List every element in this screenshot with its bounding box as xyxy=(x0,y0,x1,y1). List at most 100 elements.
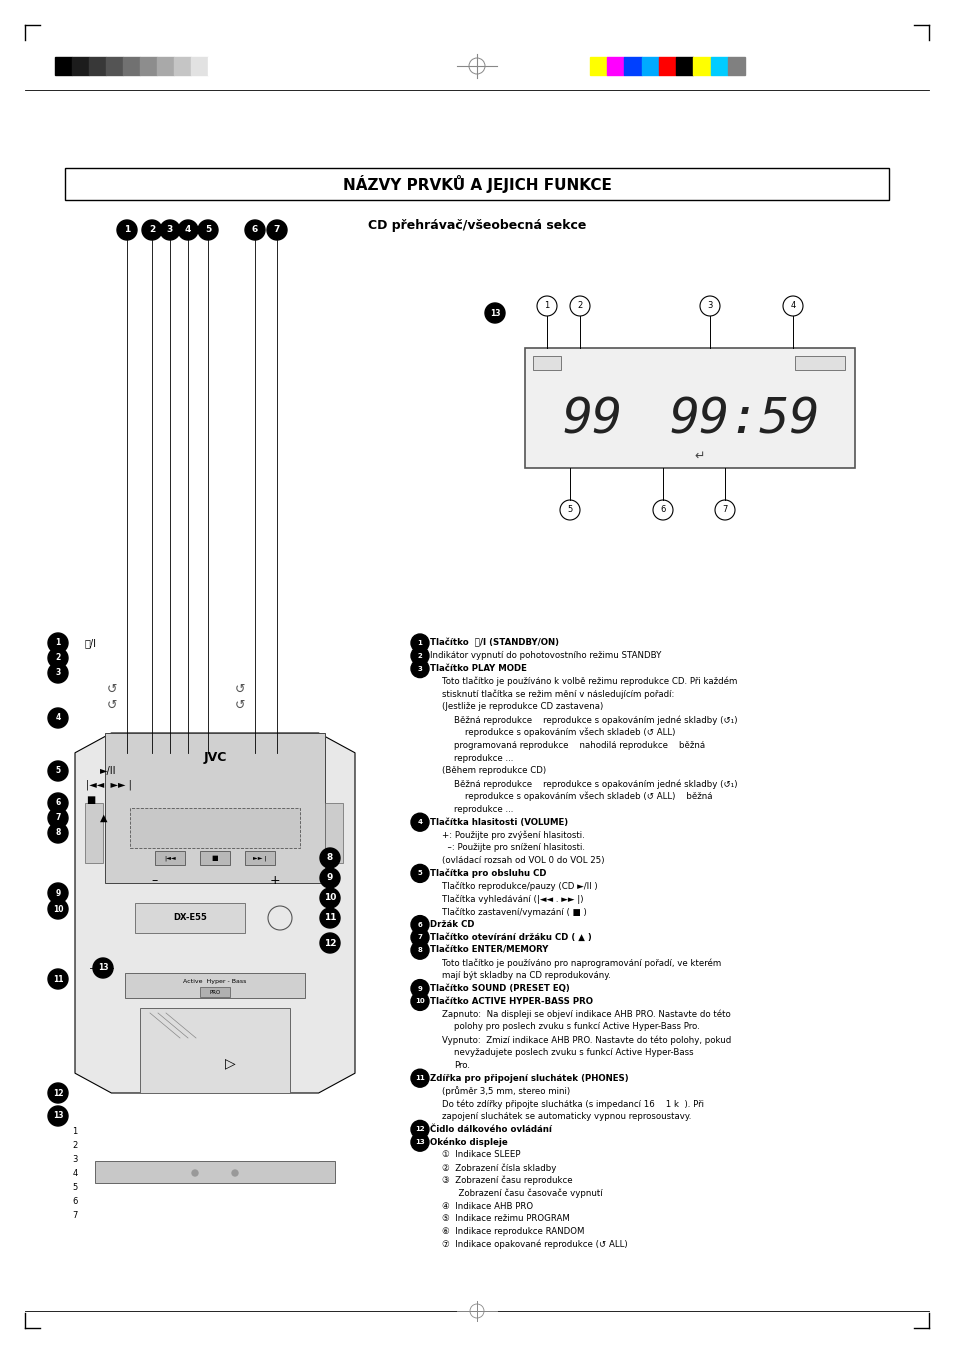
Text: ►/II: ►/II xyxy=(100,766,116,777)
Circle shape xyxy=(117,221,137,239)
Text: DX-E55: DX-E55 xyxy=(172,913,207,923)
Circle shape xyxy=(192,1170,198,1176)
Text: reprodukce s opakováním všech skladeb (↺ ALL)    běžná: reprodukce s opakováním všech skladeb (↺… xyxy=(454,792,712,801)
Text: Zdířka pro připojení sluchátek (PHONES): Zdířka pro připojení sluchátek (PHONES) xyxy=(430,1074,628,1082)
Text: 4: 4 xyxy=(417,819,422,825)
Bar xyxy=(676,57,693,74)
Bar xyxy=(624,57,641,74)
Text: ↺: ↺ xyxy=(234,682,245,695)
Bar xyxy=(524,348,854,468)
Text: 7: 7 xyxy=(55,813,61,823)
Text: ■: ■ xyxy=(212,855,218,861)
Text: –: Použijte pro snížení hlasitosti.: –: Použijte pro snížení hlasitosti. xyxy=(441,843,584,852)
Circle shape xyxy=(232,1170,237,1176)
Text: 6: 6 xyxy=(659,506,665,514)
Text: Tlačítko reprodukce/pauzy (CD ►/II ): Tlačítko reprodukce/pauzy (CD ►/II ) xyxy=(441,881,597,890)
Text: programovaná reprodukce    nahodilá reprodukce    běžná: programovaná reprodukce nahodilá reprodu… xyxy=(454,741,704,750)
Circle shape xyxy=(48,969,68,989)
Text: Čidlo dálkového ovládání: Čidlo dálkového ovládání xyxy=(430,1124,551,1134)
Circle shape xyxy=(411,1120,429,1138)
Circle shape xyxy=(48,898,68,919)
Text: 3: 3 xyxy=(72,1154,77,1164)
Text: 5: 5 xyxy=(417,870,422,877)
Text: (ovládací rozsah od VOL 0 do VOL 25): (ovládací rozsah od VOL 0 do VOL 25) xyxy=(441,856,604,865)
Text: reprodukce ...: reprodukce ... xyxy=(454,805,513,815)
Text: 4: 4 xyxy=(55,713,61,723)
Text: Toto tlačítko je používáno k volbě režimu reprodukce CD. Při každém: Toto tlačítko je používáno k volbě režim… xyxy=(441,676,737,686)
Text: 3: 3 xyxy=(55,668,61,678)
Text: Tlačítko ACTIVE HYPER-BASS PRO: Tlačítko ACTIVE HYPER-BASS PRO xyxy=(430,997,593,1005)
Text: ④  Indikace AHB PRO: ④ Indikace AHB PRO xyxy=(441,1201,533,1211)
Bar xyxy=(710,57,727,74)
Text: 11: 11 xyxy=(415,1076,424,1081)
Text: CD přehrávač/všeobecná sekce: CD přehrávač/všeobecná sekce xyxy=(368,218,585,231)
Text: 5: 5 xyxy=(72,1183,77,1192)
Text: 8: 8 xyxy=(417,947,422,954)
Bar xyxy=(693,57,710,74)
Text: 1: 1 xyxy=(55,639,61,648)
Bar xyxy=(727,57,744,74)
Text: +: Použijte pro zvýšení hlasitosti.: +: Použijte pro zvýšení hlasitosti. xyxy=(441,831,584,840)
Text: 2: 2 xyxy=(55,653,61,663)
Bar xyxy=(105,733,325,884)
Text: 5: 5 xyxy=(205,226,211,234)
Text: 1: 1 xyxy=(72,1127,77,1135)
Circle shape xyxy=(178,221,198,239)
Text: 9: 9 xyxy=(55,889,61,897)
Text: Tlačítka vyhledávání (|◄◄ . ►► |): Tlačítka vyhledávání (|◄◄ . ►► |) xyxy=(441,894,583,904)
Text: ⑥  Indikace reprodukce RANDOM: ⑥ Indikace reprodukce RANDOM xyxy=(441,1227,584,1237)
Text: ③  Zobrazení času reprodukce: ③ Zobrazení času reprodukce xyxy=(441,1176,572,1185)
Circle shape xyxy=(48,884,68,902)
Text: 12: 12 xyxy=(415,1127,424,1132)
Text: ①  Indikace SLEEP: ① Indikace SLEEP xyxy=(441,1150,520,1160)
Circle shape xyxy=(411,1069,429,1088)
Text: 4: 4 xyxy=(789,302,795,310)
Bar xyxy=(659,57,676,74)
Bar xyxy=(794,356,844,369)
Text: (Během reprodukce CD): (Během reprodukce CD) xyxy=(441,767,545,775)
Text: Pro.: Pro. xyxy=(454,1061,470,1070)
Circle shape xyxy=(411,1134,429,1151)
Text: 3: 3 xyxy=(167,226,172,234)
Circle shape xyxy=(411,813,429,831)
Bar xyxy=(325,802,343,863)
Bar xyxy=(55,57,71,74)
Text: 12: 12 xyxy=(323,939,335,947)
Circle shape xyxy=(411,865,429,882)
Bar xyxy=(140,57,157,74)
Circle shape xyxy=(319,848,339,869)
Text: ↺: ↺ xyxy=(107,698,117,712)
Circle shape xyxy=(411,660,429,678)
Text: Tlačítko zastavení/vymazání ( ■ ): Tlačítko zastavení/vymazání ( ■ ) xyxy=(441,907,586,916)
Text: ■: ■ xyxy=(86,796,95,805)
Text: 6: 6 xyxy=(417,921,422,928)
Text: Tlačítko otevírání držáku CD ( ▲ ): Tlačítko otevírání držáku CD ( ▲ ) xyxy=(430,934,591,942)
Text: Tlačítko SOUND (PRESET EQ): Tlačítko SOUND (PRESET EQ) xyxy=(430,984,569,993)
Circle shape xyxy=(411,942,429,959)
Text: 6: 6 xyxy=(55,798,61,808)
Text: 2: 2 xyxy=(577,302,582,310)
Text: ►► |: ►► | xyxy=(253,855,267,861)
Text: 10: 10 xyxy=(323,893,335,902)
Circle shape xyxy=(411,916,429,934)
Circle shape xyxy=(48,633,68,653)
Text: |◄◄: |◄◄ xyxy=(164,855,175,861)
Circle shape xyxy=(319,888,339,908)
Text: 99: 99 xyxy=(562,396,622,444)
Bar xyxy=(200,851,230,865)
Text: 12: 12 xyxy=(52,1089,63,1097)
Bar xyxy=(135,902,245,934)
Bar xyxy=(106,57,123,74)
Text: 5: 5 xyxy=(567,506,572,514)
Text: ⏻/I: ⏻/I xyxy=(85,639,97,648)
Circle shape xyxy=(48,1082,68,1103)
Circle shape xyxy=(319,934,339,953)
Text: 1: 1 xyxy=(124,226,130,234)
Bar xyxy=(200,986,230,997)
Circle shape xyxy=(48,708,68,728)
Bar xyxy=(607,57,624,74)
Circle shape xyxy=(48,808,68,828)
Text: Okénko displeje: Okénko displeje xyxy=(430,1138,507,1147)
Text: 9: 9 xyxy=(327,874,333,882)
Bar xyxy=(245,851,274,865)
